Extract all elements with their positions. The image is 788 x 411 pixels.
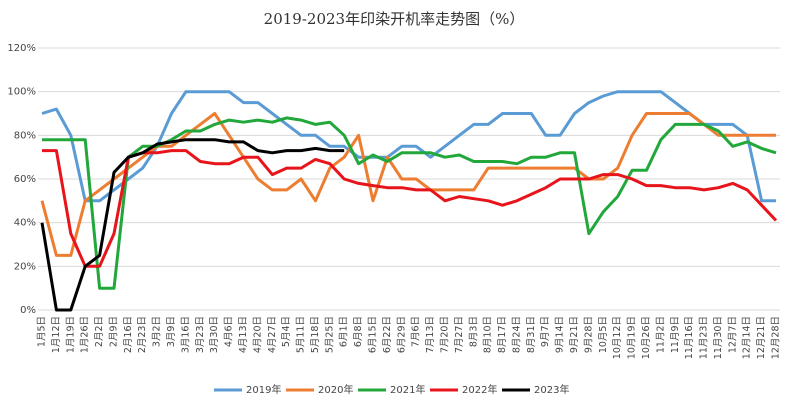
x-tick-label: 3月2日 xyxy=(152,316,163,347)
x-tick-label: 1月5日 xyxy=(37,316,48,347)
x-tick-label: 8月24日 xyxy=(511,316,522,353)
x-tick-label: 10月26日 xyxy=(641,316,652,359)
legend-label: 2023年 xyxy=(534,383,569,396)
x-tick-label: 8月31日 xyxy=(526,316,537,353)
x-tick-label: 5月25日 xyxy=(324,316,335,353)
x-tick-label: 2月16日 xyxy=(123,316,134,353)
x-tick-label: 3月9日 xyxy=(166,316,177,347)
x-tick-label: 7月27日 xyxy=(454,316,465,353)
x-tick-label: 7月6日 xyxy=(411,316,422,347)
x-tick-label: 10月12日 xyxy=(612,316,623,359)
series-line xyxy=(42,149,778,268)
x-tick-label: 2月23日 xyxy=(137,316,148,353)
x-tick-label: 5月4日 xyxy=(281,316,292,347)
x-tick-label: 3月16日 xyxy=(180,316,191,353)
x-tick-label: 6月8日 xyxy=(353,316,364,347)
y-tick-label: 0% xyxy=(20,305,36,316)
x-tick-label: 3月23日 xyxy=(195,316,206,353)
x-tick-label: 2月2日 xyxy=(94,316,105,347)
x-tick-label: 8月10日 xyxy=(483,316,494,353)
x-tick-label: 4月27日 xyxy=(267,316,278,353)
x-tick-label: 4月20日 xyxy=(252,316,263,353)
legend-label: 2019年 xyxy=(246,383,281,396)
y-tick-label: 60% xyxy=(14,174,36,185)
x-tick-label: 5月11日 xyxy=(296,316,307,353)
x-tick-label: 11月23日 xyxy=(699,316,710,359)
x-tick-label: 9月14日 xyxy=(555,316,566,353)
x-tick-label: 7月20日 xyxy=(439,316,450,353)
x-tick-label: 7月13日 xyxy=(425,316,436,353)
series-line xyxy=(41,90,776,203)
x-tick-label: 1月19日 xyxy=(65,316,76,353)
legend-label: 2021年 xyxy=(390,383,425,396)
legend-label: 2022年 xyxy=(462,383,497,396)
x-tick-label: 6月29日 xyxy=(396,316,407,353)
x-tick-label: 6月15日 xyxy=(368,316,379,353)
x-tick-label: 2月9日 xyxy=(108,316,119,347)
x-tick-label: 12月7日 xyxy=(727,316,738,353)
x-tick-label: 5月18日 xyxy=(310,316,321,353)
legend-label: 2020年 xyxy=(318,383,353,396)
x-tick-label: 9月7日 xyxy=(540,316,551,347)
x-tick-label: 3月30日 xyxy=(209,316,220,353)
x-tick-label: 8月17日 xyxy=(497,316,508,353)
x-tick-label: 11月9日 xyxy=(670,316,681,353)
x-tick-label: 12月28日 xyxy=(771,316,782,359)
series-line xyxy=(40,112,776,257)
x-tick-label: 10月5日 xyxy=(598,316,609,353)
x-tick-label: 4月13日 xyxy=(238,316,249,353)
x-tick-label: 9月28日 xyxy=(583,316,594,353)
series-line xyxy=(42,116,777,290)
x-tick-label: 11月16日 xyxy=(684,316,695,359)
x-tick-label: 1月12日 xyxy=(51,316,62,353)
x-tick-label: 6月1日 xyxy=(339,316,350,347)
series-line xyxy=(40,138,345,312)
x-tick-label: 12月21日 xyxy=(756,316,767,359)
x-tick-label: 10月19日 xyxy=(627,316,638,359)
x-tick-label: 11月30日 xyxy=(713,316,724,359)
x-tick-label: 9月21日 xyxy=(569,316,580,353)
y-tick-label: 80% xyxy=(14,130,36,141)
chart-title: 2019-2023年印染开机率走势图（%） xyxy=(264,10,525,28)
x-tick-label: 6月22日 xyxy=(382,316,393,353)
y-tick-label: 20% xyxy=(14,261,36,272)
x-tick-label: 11月2日 xyxy=(655,316,666,353)
x-tick-label: 1月26日 xyxy=(80,316,91,353)
x-tick-label: 12月14日 xyxy=(742,316,753,359)
y-tick-label: 100% xyxy=(7,87,36,98)
y-tick-label: 40% xyxy=(14,218,36,229)
y-tick-label: 120% xyxy=(7,43,36,54)
x-tick-label: 8月3日 xyxy=(468,316,479,347)
x-tick-label: 4月6日 xyxy=(224,316,235,347)
